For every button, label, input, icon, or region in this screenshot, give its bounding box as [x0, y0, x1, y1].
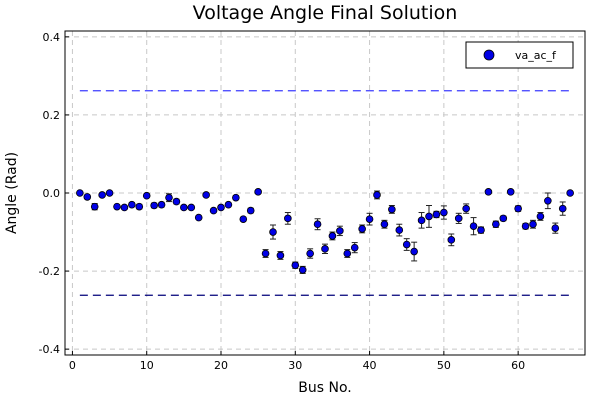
data-point — [484, 188, 493, 196]
axis-ticks: 0 10 20 30 40 50 60 -0.4 -0.2 0.0 0.2 0.4 — [39, 31, 526, 372]
data-point — [246, 206, 255, 215]
data-point — [454, 214, 463, 223]
data-point — [313, 220, 322, 229]
data-point — [432, 210, 441, 219]
data-point — [135, 202, 144, 211]
data-point — [232, 193, 240, 202]
y-tick-label: -0.4 — [39, 343, 60, 356]
data-point — [180, 203, 188, 212]
x-tick-label: 60 — [511, 359, 525, 372]
data-point — [566, 189, 574, 197]
data-point — [98, 191, 106, 199]
data-point — [529, 220, 537, 229]
data-point — [128, 200, 136, 209]
data-point — [462, 204, 470, 213]
error-bars — [76, 189, 574, 274]
data-point — [544, 197, 552, 205]
data-point — [165, 193, 173, 202]
data-point — [350, 243, 359, 252]
y-tick-label: 0.4 — [43, 31, 61, 44]
data-point — [187, 203, 196, 212]
x-tick-label: 10 — [140, 359, 154, 372]
data-point — [105, 189, 114, 197]
x-tick-label: 40 — [363, 359, 377, 372]
data-point — [209, 206, 218, 215]
data-point — [298, 266, 307, 274]
x-axis-label: Bus No. — [298, 380, 351, 396]
data-point — [402, 240, 411, 249]
data-point — [276, 251, 285, 260]
data-point — [514, 204, 522, 213]
data-point — [551, 224, 560, 232]
data-point — [343, 249, 352, 258]
legend-label: va_ac_f — [515, 49, 557, 62]
data-point — [365, 215, 374, 223]
data-point — [76, 189, 84, 197]
chart-title: Voltage Angle Final Solution — [193, 2, 458, 24]
data-point — [90, 202, 99, 211]
data-point — [120, 203, 129, 212]
data-point — [417, 216, 426, 225]
data-point — [239, 215, 248, 223]
data-point — [224, 200, 233, 209]
data-point — [395, 226, 404, 234]
data-point — [202, 191, 210, 199]
y-axis-label: Angle (Rad) — [4, 152, 20, 234]
data-point — [172, 197, 181, 206]
x-tick-label: 0 — [69, 359, 76, 372]
data-point — [440, 208, 448, 217]
data-point — [506, 188, 515, 196]
data-point — [373, 191, 381, 199]
data-point — [306, 249, 314, 258]
data-point — [217, 203, 225, 212]
x-tick-label: 50 — [437, 359, 451, 372]
data-point — [284, 214, 292, 223]
data-point — [321, 245, 329, 253]
data-point — [499, 214, 508, 223]
data-point — [336, 227, 344, 235]
data-point — [358, 225, 366, 233]
y-tick-label: -0.2 — [39, 265, 60, 278]
legend: va_ac_f — [465, 41, 574, 69]
data-point — [469, 222, 478, 230]
data-point — [477, 226, 485, 234]
x-tick-label: 30 — [288, 359, 302, 372]
data-point — [558, 204, 567, 213]
y-tick-label: 0.2 — [43, 109, 61, 122]
data-point — [113, 202, 121, 211]
data-point — [291, 261, 300, 270]
data-point — [269, 228, 277, 236]
data-point — [194, 213, 203, 222]
data-point — [150, 201, 158, 210]
data-point — [536, 212, 545, 221]
reference-lines — [79, 90, 571, 296]
data-point — [328, 232, 337, 240]
grid-lines — [65, 31, 585, 355]
data-point — [261, 249, 270, 258]
data-points — [76, 188, 574, 274]
x-tick-label: 20 — [214, 359, 228, 372]
data-point — [388, 205, 396, 214]
data-point — [410, 247, 418, 256]
data-point — [521, 222, 530, 230]
data-point — [380, 220, 389, 229]
data-point — [492, 220, 500, 229]
data-point — [157, 200, 166, 209]
data-point — [254, 188, 262, 196]
legend-marker — [483, 49, 495, 61]
data-point — [83, 193, 92, 201]
data-point — [142, 191, 151, 200]
data-point — [447, 236, 456, 244]
y-tick-label: 0.0 — [43, 187, 61, 200]
data-point — [425, 212, 433, 221]
